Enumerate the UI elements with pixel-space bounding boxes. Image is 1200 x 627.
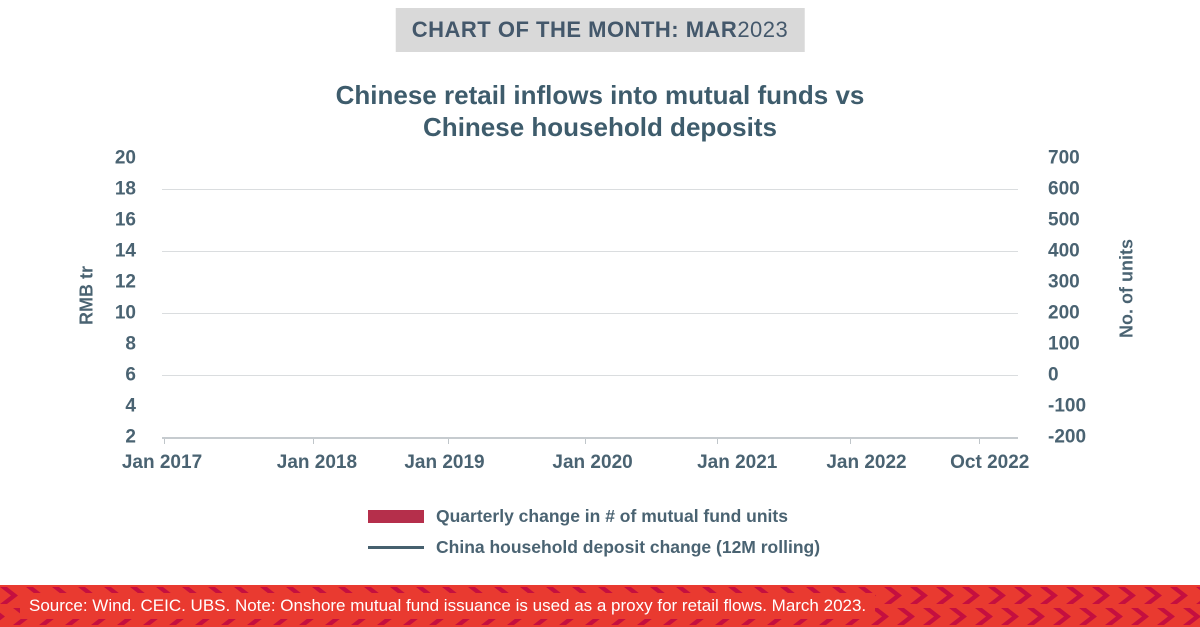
left-ytick: 20: [114, 147, 136, 169]
right-ytick: 100: [1048, 333, 1080, 355]
left-ytick: 16: [114, 209, 136, 231]
right-ytick: 300: [1048, 271, 1080, 293]
legend-label: Quarterly change in # of mutual fund uni…: [436, 506, 788, 526]
gridline: [162, 188, 1018, 190]
x-axis-label: Jan 2017: [121, 452, 203, 473]
x-axis-tick-mark: [584, 439, 586, 444]
left-ytick: 4: [125, 395, 136, 417]
x-axis-label: Jan 2022: [826, 452, 907, 473]
right-axis-title: No. of units: [1116, 239, 1137, 338]
right-ytick: 0: [1048, 364, 1059, 386]
x-axis-tick-mark: [163, 439, 165, 444]
legend-label: China household deposit change (12M roll…: [436, 537, 821, 557]
gridline: [162, 375, 1018, 376]
x-axis-tick-mark: [312, 439, 314, 444]
left-y-axis: 20 18 16 14 12 10 8 6 4 2: [0, 149, 136, 447]
left-ytick: 8: [125, 333, 136, 355]
x-axis-tick-mark: [850, 439, 852, 444]
right-ytick: 700: [1048, 147, 1080, 169]
right-ytick: -100: [1048, 395, 1087, 417]
chart-title: Chinese retail inflows into mutual funds…: [0, 80, 1200, 143]
x-axis-label: Jan 2018: [276, 452, 358, 473]
x-axis-label: Oct 2022: [950, 452, 1030, 473]
right-ytick: -200: [1048, 426, 1087, 448]
left-ytick: 6: [125, 364, 136, 386]
x-axis-tick-mark: [716, 439, 718, 444]
left-ytick: 18: [114, 178, 136, 200]
source-note-text: Source: Wind. CEIC. UBS. Note: Onshore m…: [20, 593, 876, 619]
chart-title-line1: Chinese retail inflows into mutual funds…: [335, 80, 865, 110]
gridline: [162, 250, 1018, 252]
left-ytick: 12: [114, 271, 136, 293]
chart-of-month-badge: CHART OF THE MONTH: MAR2023: [395, 8, 805, 52]
badge-year: 2023: [737, 17, 789, 42]
legend: Quarterly change in # of mutual fund uni…: [368, 506, 820, 568]
badge-label: CHART OF THE MONTH: MAR: [411, 17, 738, 42]
left-ytick: 2: [125, 426, 136, 448]
x-axis-tick-mark: [447, 439, 449, 444]
right-ytick: 500: [1048, 209, 1080, 231]
x-axis: Jan 2017 Jan 2018 Jan 2019 Jan 2020 Jan …: [122, 452, 1030, 478]
gridline: [162, 313, 1018, 314]
legend-item-mutual-fund-units: Quarterly change in # of mutual fund uni…: [368, 506, 820, 527]
x-axis-tick-mark: [979, 439, 981, 444]
chart-title-line2: Chinese household deposits: [423, 111, 777, 142]
x-axis-label: Jan 2020: [552, 452, 633, 473]
left-ytick: 10: [114, 302, 136, 324]
source-banner: Source: Wind. CEIC. UBS. Note: Onshore m…: [0, 585, 1200, 627]
right-ytick: 200: [1048, 302, 1080, 324]
x-axis-label: Jan 2021: [697, 452, 778, 473]
right-ytick: 400: [1048, 240, 1080, 262]
right-ytick: 600: [1048, 178, 1080, 200]
line-series-swatch: [368, 546, 424, 549]
x-axis-label: Jan 2019: [404, 452, 485, 473]
plot-area: [162, 158, 1018, 444]
left-ytick: 14: [114, 240, 136, 262]
legend-item-household-deposits: China household deposit change (12M roll…: [368, 537, 820, 558]
right-y-axis: 700 600 500 400 300 200 100 0 -100 -200: [1048, 149, 1118, 447]
bar-series-swatch: [368, 510, 424, 523]
